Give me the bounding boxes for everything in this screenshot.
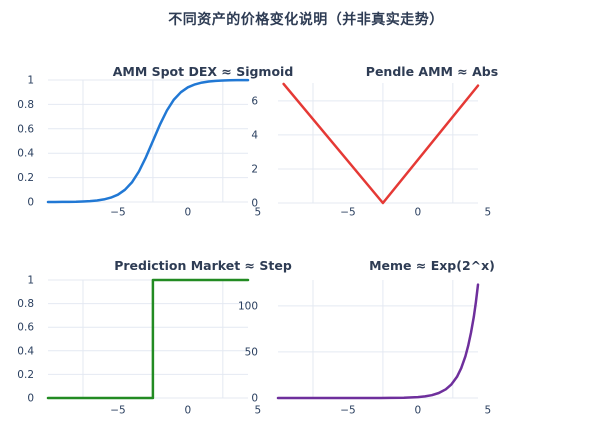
- x-tick-label: 0: [415, 405, 422, 417]
- x-tick-label: −5: [110, 207, 125, 219]
- y-tick-label: 0: [251, 198, 258, 210]
- figure-main-title: 不同资产的价格变化说明（并非真实走势）: [168, 12, 444, 28]
- y-tick-label: 0.2: [17, 172, 34, 184]
- y-tick-label: 1: [27, 275, 34, 287]
- y-tick-label: 1: [27, 75, 34, 87]
- y-tick-label: 0.6: [17, 123, 34, 135]
- curve-amm: [46, 78, 250, 204]
- y-tick-label: 0.2: [17, 369, 34, 381]
- curve-meme: [276, 283, 480, 400]
- y-tick-label: 0: [27, 197, 34, 209]
- x-tick-label: 5: [484, 207, 491, 219]
- y-tick-label: 0.8: [17, 298, 34, 310]
- x-tick-label: 5: [484, 405, 491, 417]
- curve-prediction: [46, 278, 250, 400]
- y-tick-label: 100: [238, 300, 258, 312]
- x-tick-label: −5: [340, 207, 355, 219]
- subplot-title-meme: Meme ≈ Exp(2^x): [369, 258, 495, 273]
- y-tick-label: 2: [251, 163, 258, 175]
- x-tick-label: −5: [340, 405, 355, 417]
- y-tick-label: 50: [245, 346, 258, 358]
- y-tick-label: 0.4: [17, 148, 34, 160]
- y-tick-label: 6: [251, 95, 258, 107]
- x-tick-label: 5: [254, 405, 261, 417]
- y-tick-label: 0: [251, 393, 258, 405]
- y-tick-label: 0: [27, 393, 34, 405]
- x-tick-label: 5: [254, 207, 261, 219]
- subplot-title-prediction-market: Prediction Market ≈ Step: [114, 258, 292, 273]
- x-tick-label: 0: [415, 207, 422, 219]
- y-tick-label: 0.8: [17, 99, 34, 111]
- x-tick-label: 0: [185, 405, 192, 417]
- subplot-title-pendle-amm: Pendle AMM ≈ Abs: [365, 64, 499, 79]
- subplot-title-amm-spot-dex: AMM Spot DEX ≈ Sigmoid: [112, 64, 294, 79]
- y-tick-label: 0.4: [17, 345, 34, 357]
- x-tick-label: −5: [110, 405, 125, 417]
- y-tick-label: 0.6: [17, 322, 34, 334]
- x-tick-label: 0: [185, 207, 192, 219]
- curve-pendle: [282, 82, 480, 205]
- y-tick-label: 4: [251, 129, 258, 141]
